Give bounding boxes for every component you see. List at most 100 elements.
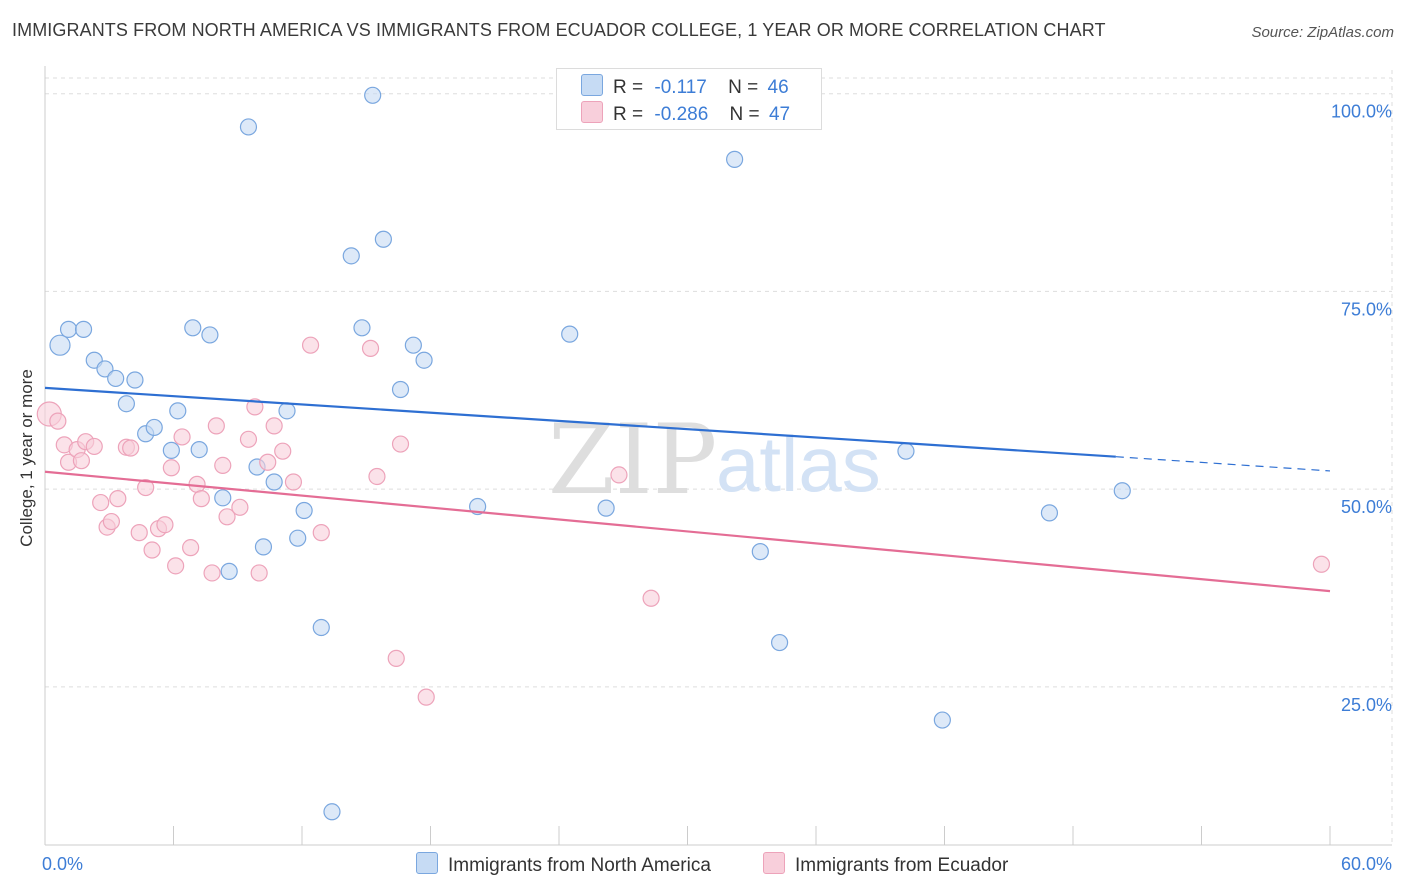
data-point <box>137 478 155 497</box>
data-point <box>107 369 125 388</box>
data-point <box>59 320 78 338</box>
data-point <box>597 499 615 517</box>
legend-swatch-ecuador <box>763 852 785 874</box>
n-value: 46 <box>767 77 789 98</box>
r-label: R = <box>613 77 644 98</box>
data-point <box>49 412 67 430</box>
data-point <box>342 247 360 265</box>
data-point <box>201 326 219 344</box>
axes <box>44 66 1392 846</box>
trend-line-north-america <box>44 386 1116 458</box>
data-point <box>207 417 225 435</box>
chart-title: IMMIGRANTS FROM NORTH AMERICA VS IMMIGRA… <box>12 20 1106 40</box>
data-point <box>231 498 249 516</box>
data-point <box>284 473 303 491</box>
data-point <box>218 508 236 526</box>
data-point <box>117 395 135 413</box>
data-point <box>391 380 410 399</box>
data-point <box>404 336 422 354</box>
data-point <box>295 501 313 520</box>
r-value: -0.286 <box>654 104 709 125</box>
series-points-ecuador <box>36 336 1331 706</box>
data-point <box>374 230 392 248</box>
data-point <box>417 688 435 706</box>
legend-swatch-north-america <box>416 852 438 874</box>
x-tick-labels: 0.0% 60.0% <box>42 854 1392 874</box>
y-axis-label: College, 1 year or more <box>17 369 36 547</box>
data-point <box>289 529 307 547</box>
x-tick-label-max: 60.0% <box>1341 854 1392 874</box>
data-point <box>167 557 185 575</box>
data-point <box>109 490 127 508</box>
trend-line-ecuador <box>44 470 1331 593</box>
x-tick-label-min: 0.0% <box>42 854 83 874</box>
source-credit: Source: ZipAtlas.com <box>1251 24 1394 41</box>
data-point <box>130 524 148 542</box>
data-point <box>323 803 341 821</box>
data-point <box>1113 482 1131 500</box>
data-point <box>726 150 744 168</box>
data-point <box>85 437 103 456</box>
trend-line-extension-north-america <box>1115 456 1331 472</box>
data-point <box>610 466 628 484</box>
data-point <box>214 456 232 475</box>
data-point <box>173 428 191 446</box>
data-point <box>192 490 210 508</box>
n-label: N = <box>729 104 760 125</box>
data-point <box>561 325 579 343</box>
legend-label: Immigrants from Ecuador <box>795 855 1009 876</box>
data-point <box>265 473 283 491</box>
stats-swatch-north-america <box>581 74 603 96</box>
n-label: N = <box>728 77 759 98</box>
data-point <box>933 711 951 729</box>
stats-row-ecuador: R = -0.286 N = 47 <box>581 101 790 127</box>
data-point <box>182 539 200 557</box>
legend-item-ecuador[interactable]: Immigrants from Ecuador <box>763 852 1008 877</box>
data-point <box>415 351 433 369</box>
data-point <box>239 430 258 448</box>
data-point <box>72 452 91 470</box>
r-label: R = <box>613 104 644 125</box>
n-value: 47 <box>768 104 791 125</box>
legend-item-north-america[interactable]: Immigrants from North America <box>416 852 711 877</box>
data-point <box>156 516 174 534</box>
data-point <box>1040 504 1059 522</box>
trend-lines <box>44 386 1331 593</box>
data-point <box>274 442 292 460</box>
data-point <box>259 453 277 471</box>
data-point <box>203 564 221 582</box>
watermark-atlas: atlas <box>716 420 881 508</box>
data-point <box>143 541 161 559</box>
data-point <box>265 417 283 435</box>
data-point <box>169 402 187 420</box>
data-point <box>361 339 380 357</box>
data-point <box>1312 555 1331 573</box>
data-point <box>312 618 330 637</box>
y-tick-label: 25.0% <box>1341 695 1392 715</box>
watermark: ZIP atlas <box>548 404 881 516</box>
data-point <box>770 633 789 652</box>
y-tick-label: 50.0% <box>1341 497 1392 517</box>
data-point <box>254 538 273 556</box>
data-point <box>190 440 208 459</box>
data-point <box>353 319 371 337</box>
r-value: -0.117 <box>654 77 707 98</box>
data-point <box>312 524 330 542</box>
data-point <box>278 402 296 420</box>
data-point <box>364 86 382 104</box>
data-point <box>301 336 320 354</box>
data-point <box>387 649 405 667</box>
data-point <box>162 441 180 459</box>
data-point <box>122 439 140 457</box>
data-point <box>246 398 264 416</box>
data-point <box>184 319 202 337</box>
legend-label: Immigrants from North America <box>448 855 711 876</box>
y-tick-label: 75.0% <box>1341 299 1392 319</box>
data-point <box>239 118 258 136</box>
data-point <box>642 589 660 607</box>
data-point <box>92 493 110 512</box>
y-tick-label: 100.0% <box>1331 102 1392 122</box>
data-point <box>751 543 769 561</box>
data-point <box>250 564 268 582</box>
